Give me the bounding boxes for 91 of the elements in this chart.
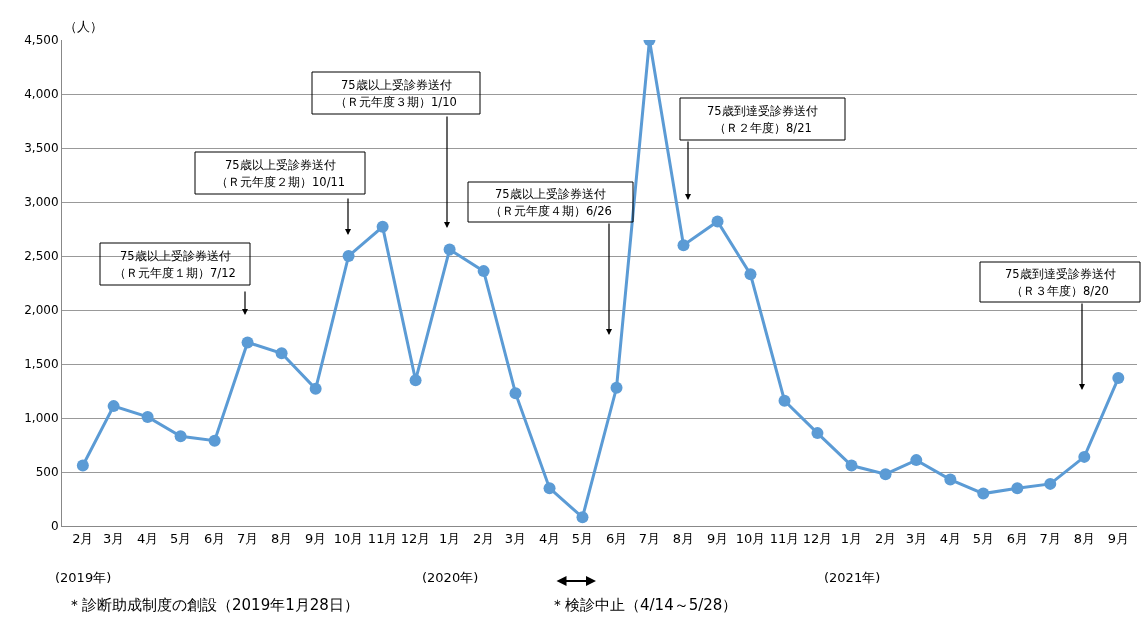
point [711, 215, 724, 228]
x-tick-label: 4月 [538, 530, 561, 546]
x-tick-label: 8月 [270, 530, 293, 546]
annotation: （Ｒ元年度３期）1/10 [335, 95, 457, 109]
x-tick-label: 1月 [438, 530, 461, 546]
x-tick-label: 2月 [874, 530, 897, 546]
point [576, 511, 589, 524]
y-tick-label: 3,500 [24, 141, 59, 156]
x-tick-label: 6月 [605, 530, 628, 546]
point [477, 265, 490, 278]
x-tick-label: 4月 [939, 530, 961, 546]
point [241, 336, 254, 349]
x-tick-label: 5月 [169, 530, 192, 546]
annotation: 75歳以上受診券送付 [120, 249, 231, 263]
x-tick-label: 3月 [102, 530, 125, 546]
point [208, 434, 221, 447]
x-tick-label: 7月 [638, 530, 661, 546]
y-tick-label: 2,000 [24, 303, 59, 318]
point [910, 454, 923, 467]
x-tick-label: 2月 [72, 530, 94, 546]
x-tick-label: 6月 [1006, 530, 1028, 546]
annotation: 75歳以上受診券送付 [495, 187, 606, 201]
x-tick-label: 9月 [1107, 530, 1129, 546]
text: (2021年) [824, 570, 881, 585]
x-tick-label: 12月 [400, 530, 431, 546]
y-tick-label: 0 [50, 519, 59, 534]
annotation: 75歳到達受診券送付 [707, 104, 818, 118]
point [1044, 477, 1057, 490]
annotation: 75歳到達受診券送付 [1005, 267, 1116, 281]
text: ＊診断助成制度の創設（2019年1月28日） [67, 596, 359, 614]
point [811, 427, 824, 440]
point [409, 374, 422, 387]
annotation: （Ｒ元年度１期）7/12 [114, 266, 236, 280]
point [275, 347, 288, 360]
y-tick-label: 4,500 [24, 33, 59, 48]
point [443, 243, 456, 256]
x-tick-label: 3月 [504, 530, 527, 546]
point [744, 268, 757, 281]
point [141, 410, 154, 423]
x-tick-label: 8月 [1073, 530, 1095, 546]
text: ＊検診中止（4/14～5/28） [550, 596, 738, 614]
point [879, 468, 892, 481]
text: (2019年) [55, 570, 112, 585]
point [1112, 372, 1125, 385]
point [1078, 450, 1091, 463]
x-tick-label: 11月 [769, 530, 800, 546]
x-tick-label: 1月 [840, 530, 863, 546]
y-tick-label: 4,000 [24, 87, 59, 102]
x-tick-label: 9月 [305, 530, 327, 546]
x-tick-label: 12月 [802, 530, 833, 546]
point [174, 430, 187, 443]
point [543, 482, 556, 495]
x-tick-label: 10月 [735, 530, 766, 546]
annotation: （Ｒ元年度２期）10/11 [216, 175, 346, 189]
y-tick-label: 3,000 [24, 195, 59, 210]
y-tick-label: 1,500 [24, 357, 59, 372]
x-tick-label: 8月 [672, 530, 695, 546]
x-tick-label: 6月 [203, 530, 226, 546]
point [342, 250, 355, 262]
annotation: （Ｒ２年度）8/21 [714, 121, 812, 135]
annotation: 75歳以上受診券送付 [225, 158, 336, 172]
y-tick-label: 1,000 [24, 411, 59, 426]
point [1011, 482, 1024, 495]
point [778, 394, 791, 407]
x-tick-label: 3月 [905, 530, 927, 546]
y-tick-label: 2,500 [24, 249, 59, 264]
x-tick-label: 5月 [972, 530, 994, 546]
point [107, 400, 120, 413]
point [677, 239, 690, 252]
point [845, 459, 858, 472]
point [610, 381, 623, 394]
x-tick-label: 7月 [236, 530, 259, 546]
x-tick-label: 9月 [706, 530, 729, 546]
point [376, 220, 389, 233]
point [76, 459, 89, 472]
x-tick-label: 5月 [571, 530, 594, 546]
y-tick-label: 500 [35, 465, 59, 480]
x-tick-label: 10月 [333, 530, 364, 546]
text: (2020年) [422, 570, 479, 585]
x-tick-label: 2月 [473, 530, 495, 546]
point [309, 382, 322, 395]
x-tick-label: 7月 [1039, 530, 1061, 546]
point [509, 387, 522, 400]
annotation: （Ｒ元年度４期）6/26 [490, 204, 612, 218]
x-tick-label: 4月 [137, 530, 159, 546]
point [977, 487, 990, 500]
x-tick-label: 11月 [367, 530, 398, 546]
point [944, 473, 957, 486]
annotation: 75歳以上受診券送付 [341, 78, 452, 92]
y-axis-title: （人） [64, 19, 103, 34]
annotation: （Ｒ３年度）8/20 [1011, 284, 1109, 298]
